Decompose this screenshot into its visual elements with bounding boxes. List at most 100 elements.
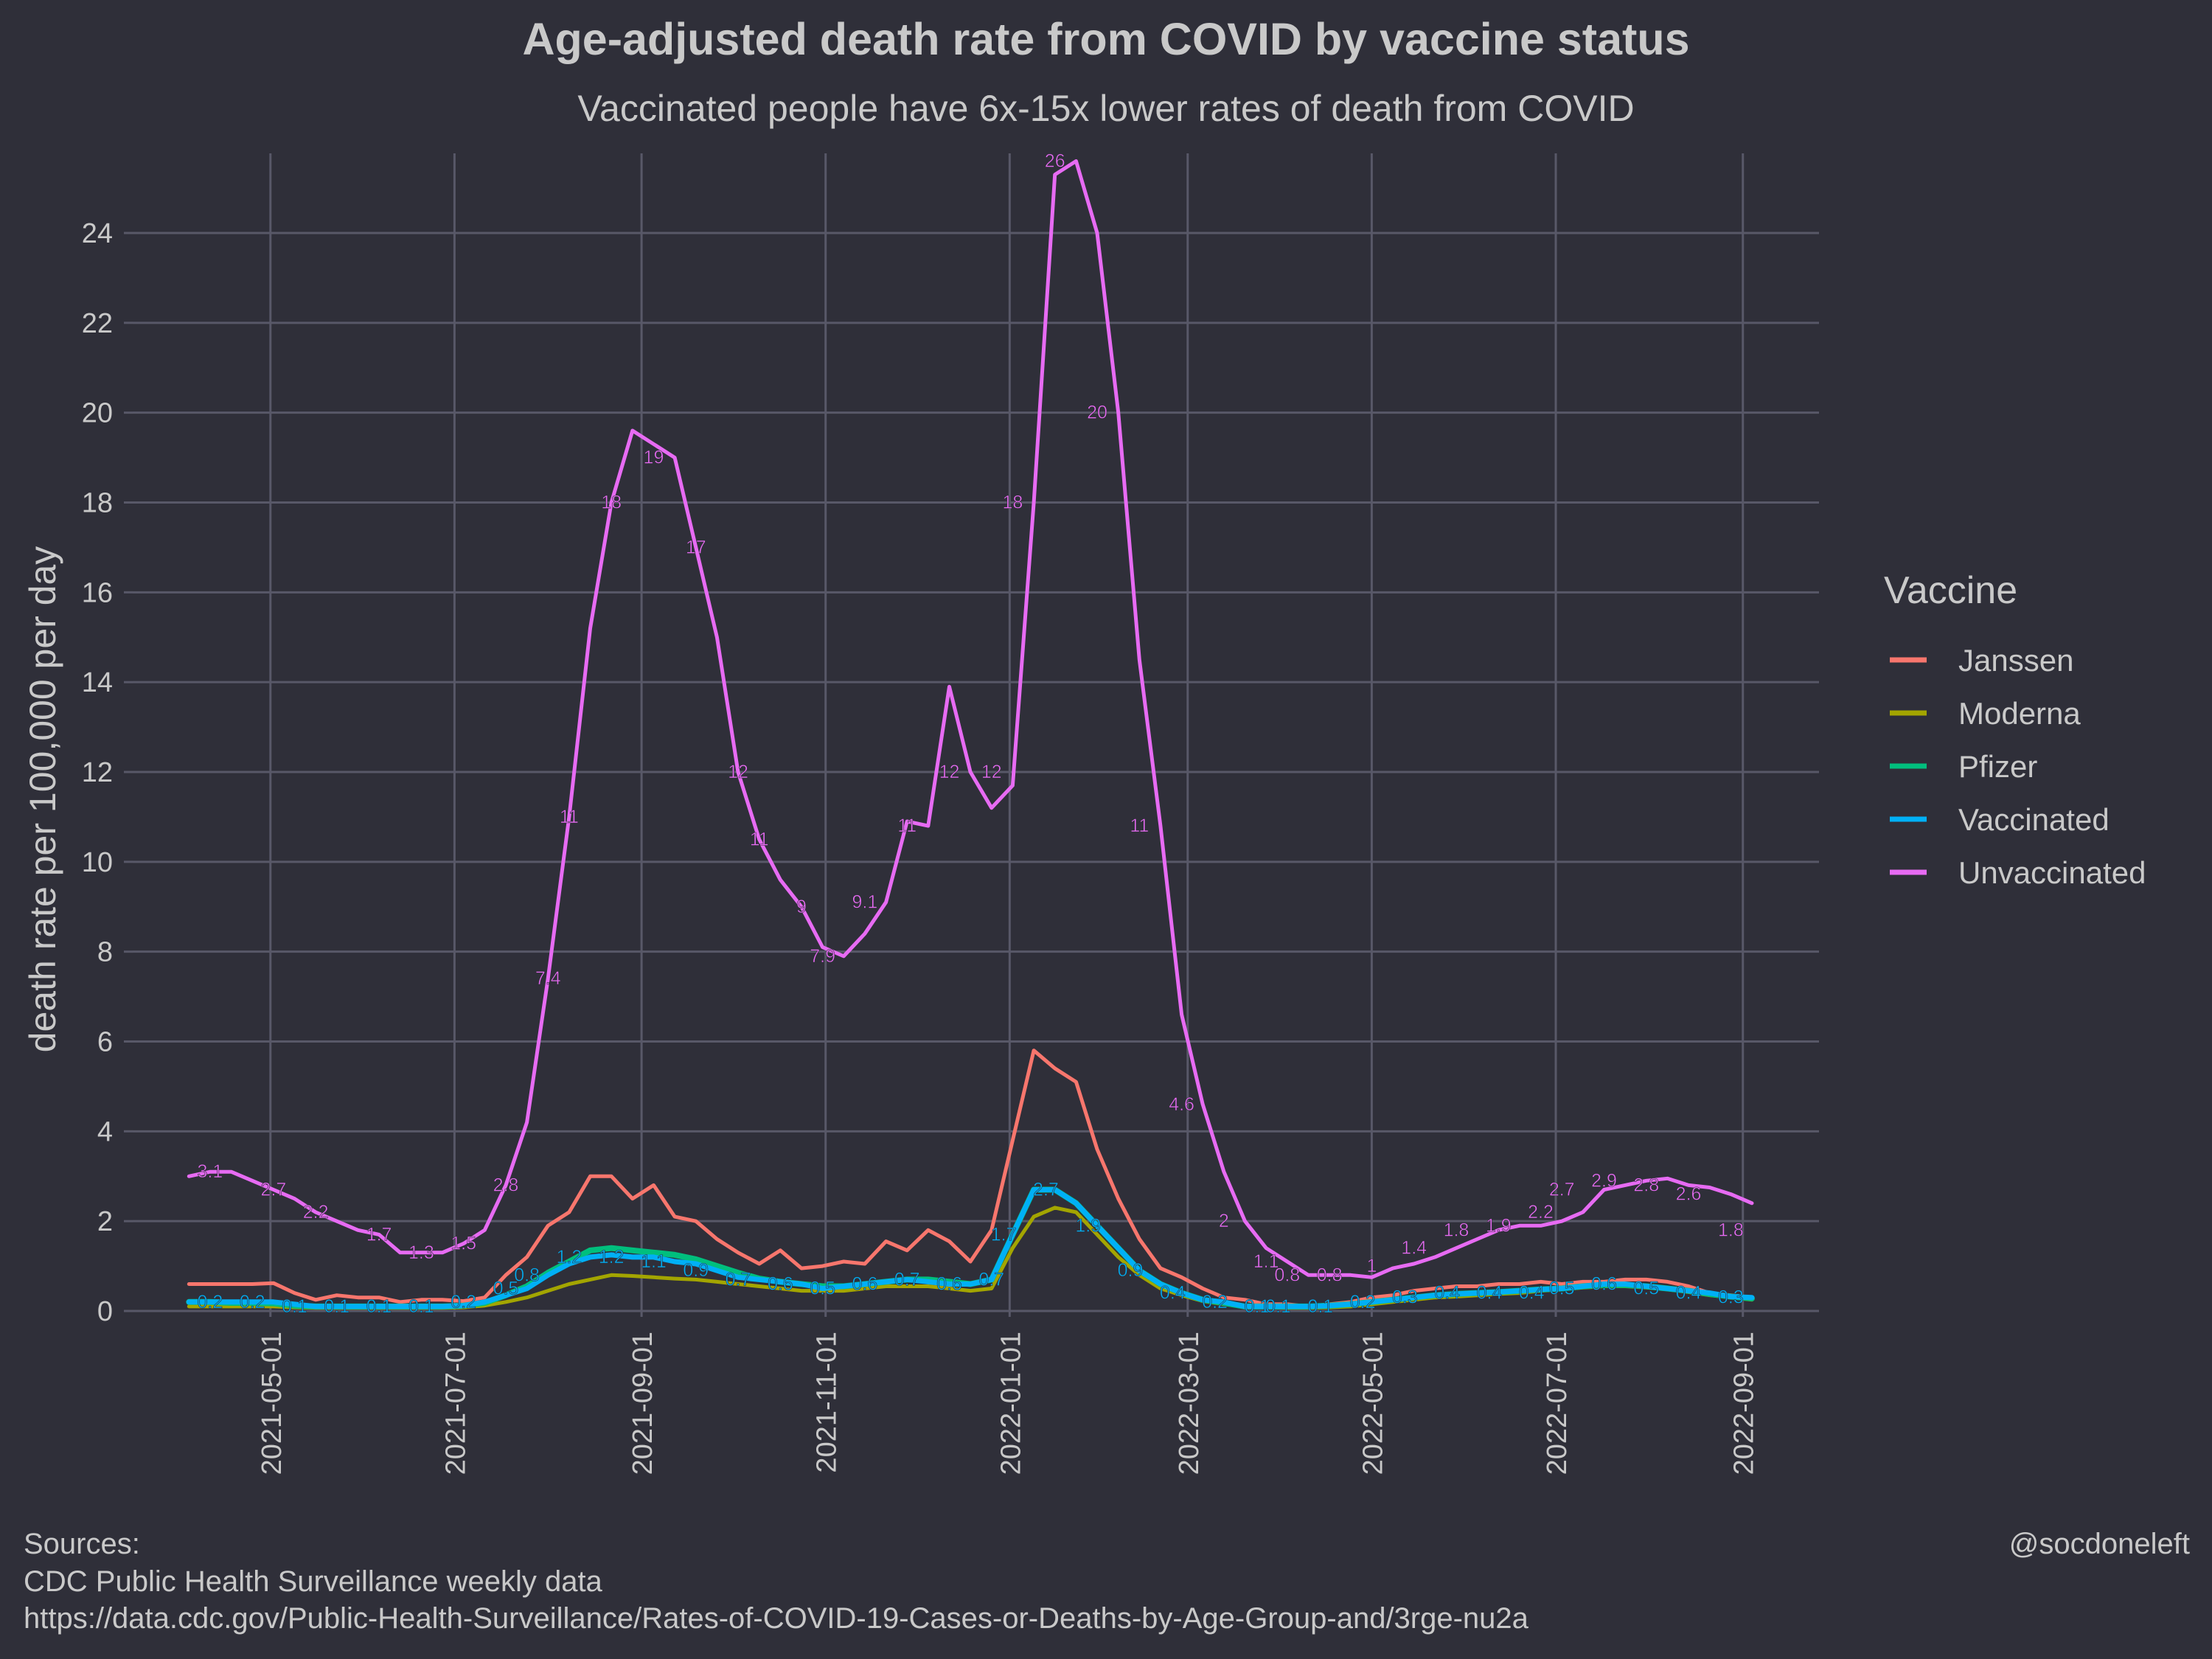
caption-sources-url: https://data.cdc.gov/Public-Health-Surve… (24, 1602, 1529, 1635)
data-label-vaccinated: 0.6 (852, 1273, 878, 1294)
data-label-vaccinated: 0.7 (894, 1269, 920, 1290)
data-label-vaccinated: 0.2 (198, 1292, 223, 1312)
data-labels: 3.12.72.21.71.3 1.52.87.411181917121197.9… (197, 150, 1744, 1317)
data-label-unvaccinated: 11 (1130, 815, 1149, 836)
y-gridlines (133, 232, 1819, 1312)
data-label-unvaccinated: 1.1 (1253, 1251, 1279, 1272)
data-label-vaccinated: 0.1 (1307, 1296, 1333, 1317)
data-label-vaccinated: 0.8 (514, 1265, 540, 1285)
legend-label-unvaccinated: Unvaccinated (1958, 855, 2146, 890)
data-label-unvaccinated: 7.4 (535, 968, 561, 989)
legend-label-vaccinated: Vaccinated (1958, 802, 2110, 837)
y-tick-label: 10 (82, 847, 113, 878)
data-label-vaccinated: 0.5 (810, 1279, 835, 1299)
data-label-vaccinated: 0.2 (240, 1292, 265, 1312)
data-label-unvaccinated: 18 (601, 493, 622, 513)
data-label-unvaccinated: 1.3 (408, 1242, 434, 1263)
y-tick-label: 14 (82, 667, 113, 698)
data-label-vaccinated: 0.5 (493, 1279, 519, 1299)
caption-sources-name: CDC Public Health Surveillance weekly da… (24, 1565, 603, 1598)
data-label-vaccinated: 0.1 (366, 1296, 392, 1317)
y-tick-label: 4 (97, 1116, 113, 1147)
data-label-vaccinated: 0.4 (1477, 1283, 1503, 1304)
chart-title: Age-adjusted death rate from COVID by va… (522, 14, 1689, 64)
x-tick-label: 2021-09-01 (627, 1332, 658, 1475)
data-label-unvaccinated: 0.8 (1274, 1265, 1300, 1285)
data-label-unvaccinated: 2.8 (1633, 1175, 1659, 1195)
series-line-janssen (187, 1048, 1754, 1309)
x-gridlines (269, 153, 1745, 1317)
data-label-unvaccinated: 7.9 (810, 946, 835, 967)
data-label-vaccinated: 1.2 (557, 1247, 582, 1267)
data-label-vaccinated: 0.1 (1245, 1296, 1270, 1317)
data-label-vaccinated: 1.9 (1075, 1215, 1101, 1236)
data-label-unvaccinated: 1.8 (1444, 1220, 1470, 1240)
caption-sources-heading: Sources: (24, 1528, 140, 1560)
data-label-vaccinated: 1.2 (599, 1247, 625, 1267)
data-label-vaccinated: 0.7 (978, 1269, 1004, 1290)
data-label-vaccinated: 0.7 (726, 1269, 751, 1290)
series-lines (186, 159, 1755, 1310)
data-label-unvaccinated: 2.9 (1591, 1170, 1617, 1191)
data-label-vaccinated: 0.4 (1519, 1283, 1545, 1304)
data-label-vaccinated: 1.7 (991, 1224, 1017, 1245)
data-label-unvaccinated: 2 (1219, 1211, 1229, 1231)
series-line-vaccinated (186, 1187, 1755, 1310)
x-tick-label: 2022-03-01 (1174, 1332, 1205, 1475)
data-label-unvaccinated: 12 (728, 762, 748, 782)
data-label-vaccinated: 0.6 (936, 1273, 962, 1294)
data-label-unvaccinated: 0.8 (1317, 1265, 1343, 1285)
chart-subtitle: Vaccinated people have 6x-15x lower rate… (577, 88, 1634, 129)
data-label-unvaccinated: 9.1 (852, 892, 878, 913)
legend-label-janssen: Janssen (1958, 643, 2073, 678)
data-label-vaccinated: 0.1 (324, 1296, 349, 1317)
data-label-vaccinated: 0.4 (1160, 1283, 1186, 1304)
data-label-unvaccinated: 11 (560, 807, 579, 827)
data-label-vaccinated: 0.9 (1118, 1260, 1144, 1281)
legend-title: Vaccine (1884, 569, 2017, 612)
data-label-unvaccinated: 9 (796, 897, 807, 917)
legend-label-moderna: Moderna (1958, 696, 2081, 731)
data-label-unvaccinated: 2.7 (1549, 1180, 1575, 1200)
y-axis-label: death rate per 100,000 per day (22, 546, 63, 1053)
data-label-vaccinated: 0.2 (451, 1292, 476, 1312)
data-label-unvaccinated: 19 (644, 448, 664, 468)
y-tick-label: 8 (97, 937, 113, 968)
y-tick-label: 22 (82, 308, 113, 339)
data-label-unvaccinated: 3.1 (198, 1161, 223, 1182)
data-label-unvaccinated: 20 (1087, 403, 1107, 423)
data-label-vaccinated: 2.7 (1033, 1180, 1059, 1200)
data-label-unvaccinated: 12 (939, 762, 960, 782)
data-label-vaccinated: 0.2 (1202, 1292, 1228, 1312)
data-label-vaccinated: 1.1 (641, 1251, 667, 1272)
y-tick-label: 2 (97, 1206, 113, 1237)
x-tick-label: 2022-01-01 (995, 1332, 1026, 1475)
data-label-vaccinated: 0.9 (683, 1260, 709, 1281)
data-label-unvaccinated: 4.6 (1169, 1094, 1194, 1115)
x-tick-label: 2021-05-01 (257, 1332, 288, 1475)
data-label-vaccinated: 0.5 (1633, 1279, 1659, 1299)
data-label-vaccinated: 0.5 (1549, 1279, 1575, 1299)
data-label-unvaccinated: 11 (750, 829, 769, 849)
data-label-unvaccinated: 1.7 (366, 1224, 392, 1245)
data-label-vaccinated: 0.3 (1718, 1287, 1744, 1308)
data-label-unvaccinated: 1.9 (1486, 1215, 1512, 1236)
data-label-vaccinated: 0.1 (282, 1296, 307, 1317)
y-tick-label: 20 (82, 398, 113, 429)
data-label-vaccinated: 0.6 (1591, 1273, 1617, 1294)
x-tick-label: 2022-05-01 (1357, 1332, 1388, 1475)
data-label-unvaccinated: 1.5 (451, 1234, 476, 1254)
data-label-vaccinated: 0.1 (1265, 1296, 1291, 1317)
x-axis-ticks: 2021-05-01 2021-07-01 2021-09-01 2021-11-01… (257, 1332, 1760, 1475)
series-line-unvaccinated (187, 159, 1754, 1279)
data-label-vaccinated: 0.6 (768, 1273, 793, 1294)
x-tick-label: 2021-07-01 (440, 1332, 471, 1475)
data-label-vaccinated: 0.3 (1392, 1287, 1418, 1308)
x-tick-label: 2022-09-01 (1729, 1332, 1760, 1475)
data-label-unvaccinated: 11 (897, 815, 917, 836)
y-tick-label: 0 (97, 1296, 113, 1327)
data-label-unvaccinated: 2.2 (303, 1202, 329, 1222)
data-label-vaccinated: 0.4 (1434, 1283, 1460, 1304)
